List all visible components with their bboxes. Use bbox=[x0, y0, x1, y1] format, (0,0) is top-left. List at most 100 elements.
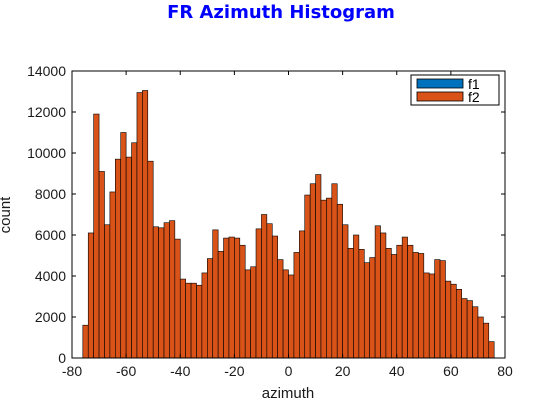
x-tick-label: -40 bbox=[170, 363, 190, 379]
bar-f2 bbox=[163, 222, 170, 359]
bar-f2 bbox=[196, 284, 203, 359]
x-tick-label: 0 bbox=[285, 363, 293, 379]
plot-frame bbox=[71, 70, 506, 359]
bar-f2 bbox=[239, 244, 246, 359]
bar-f2 bbox=[483, 322, 490, 359]
bar-f2 bbox=[488, 341, 495, 359]
bar-f2 bbox=[104, 224, 111, 359]
bar-f2 bbox=[455, 289, 463, 359]
bar-f2 bbox=[293, 252, 300, 359]
bar-f2 bbox=[369, 257, 376, 359]
bar-f2 bbox=[363, 262, 370, 359]
bar-f2 bbox=[434, 259, 441, 359]
bar-f2 bbox=[142, 90, 149, 359]
bar-f2 bbox=[331, 183, 338, 359]
bar-f2 bbox=[152, 226, 159, 359]
bar-f2 bbox=[472, 306, 479, 359]
bar-f2 bbox=[185, 282, 192, 359]
y-tick-label: 14000 bbox=[27, 63, 66, 79]
bar-f2 bbox=[174, 238, 181, 359]
bar-f2 bbox=[326, 197, 333, 359]
bar-f2 bbox=[115, 158, 122, 359]
x-tick-label: 40 bbox=[389, 363, 405, 379]
bar-f2 bbox=[358, 249, 365, 359]
bar-f2 bbox=[391, 254, 398, 359]
y-tick-label: 8000 bbox=[35, 186, 66, 202]
bar-f2 bbox=[261, 214, 268, 359]
y-tick-label: 6000 bbox=[35, 227, 66, 243]
bar-f2 bbox=[207, 258, 214, 359]
bar-f2 bbox=[428, 273, 435, 359]
bar-f2 bbox=[299, 230, 306, 359]
legend-label-f1: f1 bbox=[468, 76, 480, 92]
x-tick-label: 60 bbox=[443, 363, 459, 379]
bar-f2 bbox=[347, 248, 354, 359]
bar-f2 bbox=[374, 225, 381, 359]
y-tick-label: 12000 bbox=[27, 104, 66, 120]
bar-f2 bbox=[418, 253, 425, 359]
chart-title: FR Azimuth Histogram bbox=[167, 2, 395, 23]
legend-label-f2: f2 bbox=[468, 89, 480, 105]
bar-f2 bbox=[320, 199, 327, 359]
bar-f2 bbox=[131, 142, 138, 359]
bar-f2 bbox=[288, 274, 295, 359]
bar-f2 bbox=[439, 260, 446, 359]
bar-f2 bbox=[304, 194, 311, 359]
bar-f2 bbox=[147, 160, 154, 359]
x-tick-label: 80 bbox=[497, 363, 513, 379]
bar-f2 bbox=[445, 280, 452, 359]
bar-f2 bbox=[223, 237, 230, 359]
bar-f2 bbox=[380, 232, 387, 359]
bar-f2 bbox=[315, 174, 322, 359]
bar-f2 bbox=[271, 235, 278, 359]
y-tick-label: 10000 bbox=[27, 145, 66, 161]
bar-f2 bbox=[412, 252, 419, 359]
y-axis-label: count bbox=[0, 196, 14, 234]
bar-f2 bbox=[190, 282, 197, 359]
bar-f2 bbox=[401, 236, 408, 359]
bar-f2 bbox=[120, 132, 127, 359]
bar-f2 bbox=[217, 251, 224, 359]
legend-swatch-f1 bbox=[416, 78, 464, 89]
bar-f2 bbox=[336, 203, 343, 359]
ticks-layer: -80 -60 -40 -20 0 20 40 60 80 0 2000 4000 6000 8000 10… bbox=[27, 63, 513, 379]
bar-f2 bbox=[342, 224, 349, 359]
bar-f2 bbox=[255, 228, 262, 359]
x-tick-label: -20 bbox=[224, 363, 244, 379]
bar-f2 bbox=[423, 272, 430, 359]
bar-f2 bbox=[158, 227, 165, 359]
bar-f2 bbox=[266, 223, 273, 359]
y-tick-label: 2000 bbox=[35, 309, 66, 325]
bar-f2 bbox=[466, 300, 473, 359]
y-tick-label: 4000 bbox=[35, 268, 66, 284]
bar-f2 bbox=[228, 236, 235, 359]
bar-f2 bbox=[87, 232, 94, 359]
bar-f2 bbox=[461, 298, 468, 359]
bar-f2 bbox=[125, 156, 132, 359]
bar-f2 bbox=[450, 283, 457, 359]
bar-f2 bbox=[234, 237, 241, 359]
bar-f2 bbox=[385, 248, 392, 359]
bar-f2 bbox=[282, 269, 289, 359]
bar-f2 bbox=[201, 272, 208, 359]
y-tick-label: 0 bbox=[58, 350, 66, 366]
bar-f2 bbox=[82, 324, 89, 359]
bar-f2 bbox=[396, 244, 403, 359]
bar-f2 bbox=[212, 229, 219, 359]
bar-f2 bbox=[309, 183, 316, 359]
bar-f2 bbox=[93, 113, 100, 359]
bar-f2 bbox=[179, 278, 186, 359]
bar-f2 bbox=[353, 234, 360, 359]
bar-f2 bbox=[250, 266, 257, 359]
x-tick-label: -80 bbox=[62, 363, 82, 379]
x-axis-label: azimuth bbox=[262, 385, 315, 402]
bar-f2 bbox=[136, 92, 143, 359]
bar-f2 bbox=[98, 171, 105, 359]
bar-f2 bbox=[477, 316, 484, 359]
bar-f2 bbox=[244, 269, 251, 359]
bar-f2 bbox=[109, 191, 116, 359]
x-tick-label: -60 bbox=[116, 363, 136, 379]
bar-f2 bbox=[277, 259, 284, 359]
